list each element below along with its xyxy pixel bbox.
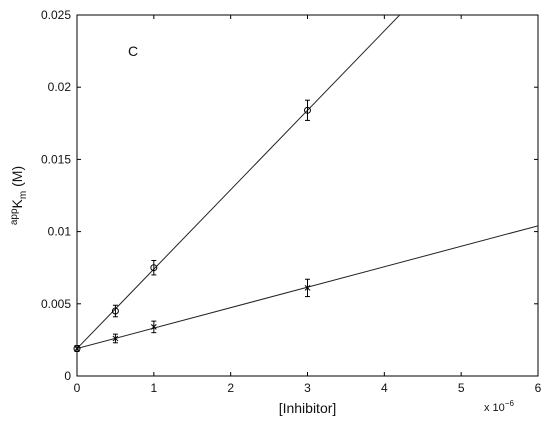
y-axis-label-prefix: app xyxy=(9,208,20,225)
data-point-circle xyxy=(150,264,158,272)
x-tick-label: 4 xyxy=(381,381,388,395)
x-tick-label: 1 xyxy=(150,381,157,395)
y-axis-label-main: K xyxy=(9,198,25,208)
axis-tick-labels: 0 1 2 3 4 5 6 0 0.005 0.01 0.015 0.02 0.025 xyxy=(41,8,542,395)
data-point-x xyxy=(304,285,311,291)
y-tick-label: 0.005 xyxy=(41,297,71,311)
x-axis-multiplier: x 10−6 xyxy=(484,399,514,414)
x-tick-label: 3 xyxy=(304,381,311,395)
data-point-x xyxy=(74,345,80,352)
data-point-circle xyxy=(304,106,311,114)
data-point-x xyxy=(112,335,119,342)
panel-label: C xyxy=(128,43,138,59)
y-tick-label: 0.02 xyxy=(48,80,72,94)
y-tick-label: 0.01 xyxy=(48,225,72,239)
plot-frame xyxy=(76,14,539,377)
x-axis-multiplier-exponent: −6 xyxy=(505,399,515,408)
y-axis-label-units: (M) xyxy=(9,166,25,191)
data-point-circle xyxy=(111,307,119,315)
y-tick-label: 0.025 xyxy=(41,8,71,22)
data-points xyxy=(73,99,311,353)
x-tick-label: 0 xyxy=(74,381,81,395)
y-tick-label: 0 xyxy=(64,369,71,383)
x-tick-label: 5 xyxy=(458,381,465,395)
x-axis-multiplier-base: x 10 xyxy=(484,402,505,414)
axis-ticks xyxy=(76,14,539,377)
data-point-x xyxy=(150,324,157,330)
y-axis-label: appKm (M) xyxy=(9,166,29,225)
x-tick-label: 2 xyxy=(227,381,234,395)
y-tick-label: 0.015 xyxy=(41,152,71,166)
x-tick-label: 6 xyxy=(535,381,542,395)
x-axis-label: [Inhibitor] xyxy=(279,400,337,416)
y-axis-label-subscript: m xyxy=(18,191,29,199)
